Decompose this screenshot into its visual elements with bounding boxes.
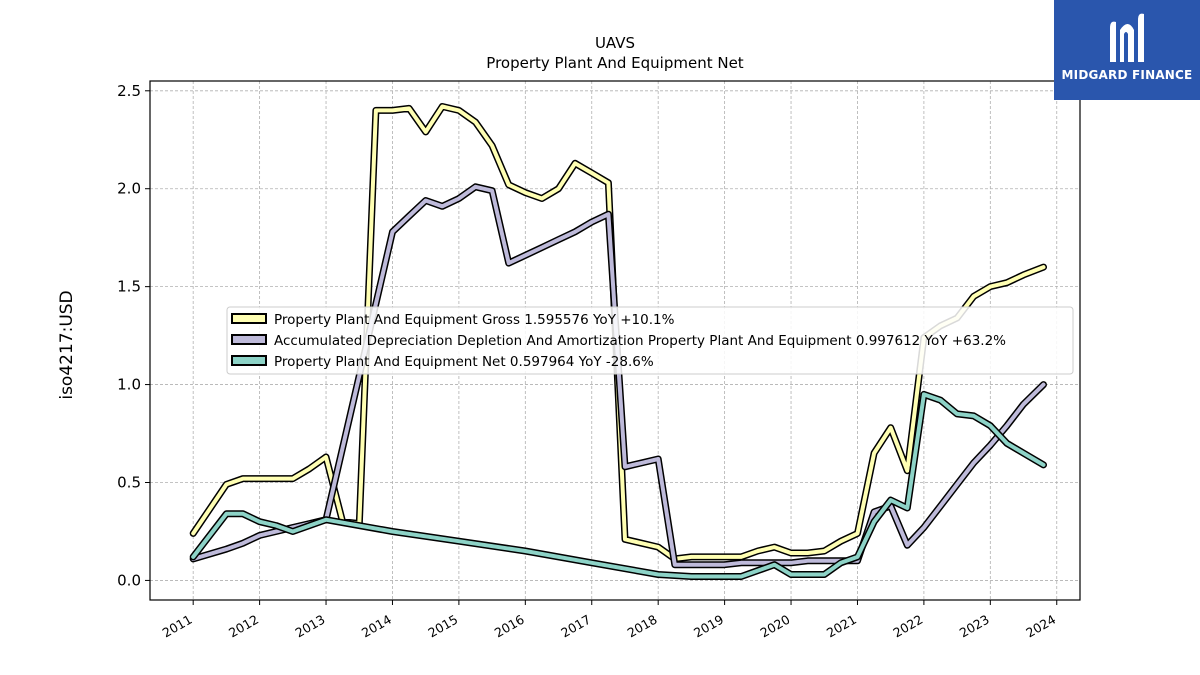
y-tick-label: 0.0	[117, 571, 141, 589]
legend-label-gross: Property Plant And Equipment Gross 1.595…	[274, 312, 675, 328]
legend: Property Plant And Equipment Gross 1.595…	[226, 306, 1074, 375]
x-tick-label: 2015	[425, 612, 460, 641]
y-tick-label: 2.0	[117, 180, 141, 198]
legend-label-accumulated-depreciation: Accumulated Depreciation Depletion And A…	[274, 333, 1006, 349]
brand-name: MIDGARD FINANCE	[1061, 68, 1193, 82]
y-tick-label: 0.5	[117, 473, 141, 491]
x-tick-label: 2017	[558, 612, 593, 641]
x-tick-label: 2011	[160, 612, 195, 641]
series-line-2	[191, 392, 1046, 579]
legend-box	[226, 306, 1074, 375]
legend-swatch-gross	[231, 313, 267, 324]
x-tick-label: 2013	[292, 612, 327, 641]
y-tick-label: 1.5	[117, 278, 141, 296]
legend-swatch-net	[231, 355, 267, 366]
legend-swatch-accumulated-depreciation	[231, 334, 267, 345]
x-tick-label: 2019	[691, 612, 726, 641]
series-line-1	[191, 184, 1046, 567]
x-tick-label: 2016	[492, 612, 527, 641]
x-tick-label: 2012	[226, 612, 261, 641]
chart-subtitle: Property Plant And Equipment Net	[486, 54, 743, 72]
legend-label-net: Property Plant And Equipment Net 0.59796…	[274, 354, 654, 370]
y-axis-label: iso4217:USD	[57, 290, 77, 399]
plot-area	[189, 103, 1047, 580]
x-tick-label: 2022	[890, 612, 925, 641]
x-tick-label: 2021	[824, 612, 859, 641]
x-tick-label: 2014	[359, 612, 394, 641]
y-tick-label: 1.0	[117, 376, 141, 394]
midgard-finance-logo: MIDGARD FINANCE	[1054, 0, 1200, 100]
midgard-logo-icon	[1110, 13, 1144, 63]
chart-title: UAVS	[595, 34, 635, 52]
plot-frame	[149, 80, 1081, 601]
x-tick-label: 2023	[957, 612, 992, 641]
series-line-0	[191, 104, 1046, 561]
x-tick-label: 2024	[1023, 612, 1058, 641]
x-tick-label: 2018	[625, 612, 660, 641]
x-tick-label: 2020	[757, 612, 792, 641]
y-tick-label: 2.5	[117, 82, 141, 100]
